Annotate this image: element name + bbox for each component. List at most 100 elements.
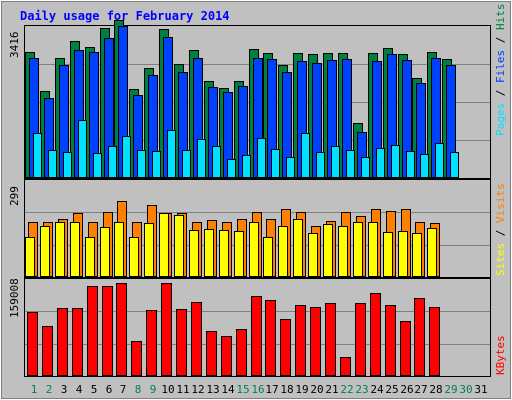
bar-pages-day-12: [197, 139, 206, 178]
bar-sites-day-25: [383, 232, 393, 277]
bar-kbytes-day-19: [295, 305, 306, 376]
bar-pages-day-26: [406, 151, 415, 178]
bar-kbytes-day-18: [280, 319, 291, 376]
x-axis-day-labels: 1 2 3 4 5 6 7 8 9 10 11 12 13 14 15 16 17 18 19 20 21 22 23 24 2…: [31, 383, 488, 396]
bar-sites-day-8: [129, 237, 139, 277]
bar-sites-day-26: [398, 231, 408, 277]
bar-pages-day-8: [137, 150, 146, 178]
bar-kbytes-day-7: [116, 283, 127, 376]
legend-sep-1: /: [494, 83, 507, 103]
bar-sites-day-27: [412, 233, 422, 277]
x-tick-label-day-6: 6: [106, 383, 113, 396]
x-tick-label-day-26: 26: [400, 383, 413, 396]
bar-pages-day-18: [286, 157, 295, 178]
legend-sites: Sites: [494, 243, 507, 276]
bar-kbytes-day-20: [310, 307, 321, 376]
bar-pages-day-15: [242, 155, 251, 178]
bar-pages-day-3: [63, 152, 72, 178]
bar-pages-day-25: [391, 145, 400, 178]
bar-sites-day-22: [338, 226, 348, 277]
bar-kbytes-day-3: [57, 308, 68, 376]
bar-sites-day-14: [219, 230, 229, 277]
bar-pages-day-13: [212, 146, 221, 178]
legend-hits: Hits: [494, 4, 507, 31]
bar-kbytes-day-11: [176, 309, 187, 376]
bar-kbytes-day-15: [236, 329, 247, 376]
bar-sites-day-1: [25, 237, 35, 277]
bar-pages-day-7: [122, 136, 131, 178]
x-tick-label-day-28: 28: [429, 383, 442, 396]
x-tick-label-day-2: 2: [46, 383, 53, 396]
bar-sites-day-7: [114, 222, 124, 277]
x-tick-label-day-7: 7: [120, 383, 127, 396]
x-tick-label-day-30: 30: [459, 383, 472, 396]
bar-sites-day-6: [100, 227, 110, 277]
bar-pages-day-1: [33, 133, 42, 178]
bar-sites-day-5: [85, 237, 95, 277]
x-tick-label-day-5: 5: [91, 383, 98, 396]
chart-bars: [25, 20, 459, 376]
bar-pages-day-10: [167, 130, 176, 178]
x-tick-label-day-9: 9: [150, 383, 157, 396]
x-tick-label-day-4: 4: [76, 383, 83, 396]
bar-kbytes-day-13: [206, 331, 217, 376]
x-tick-label-day-10: 10: [161, 383, 174, 396]
x-tick-label-day-12: 12: [191, 383, 204, 396]
bar-pages-day-6: [108, 146, 117, 178]
x-tick-label-day-14: 14: [221, 383, 235, 396]
bar-kbytes-day-12: [191, 302, 202, 376]
bar-kbytes-day-23: [355, 303, 366, 376]
bottom-ymax-label: 159008: [8, 278, 21, 318]
x-tick-label-day-25: 25: [385, 383, 398, 396]
bar-kbytes-day-22: [340, 357, 351, 376]
legend-sep-2: /: [494, 30, 507, 50]
legend-sites-visits: Sites / Visits: [494, 183, 507, 276]
bar-sites-day-17: [263, 237, 273, 277]
bar-kbytes-day-5: [87, 286, 98, 376]
x-tick-label-day-19: 19: [295, 383, 308, 396]
bar-kbytes-day-26: [400, 321, 411, 376]
x-tick-label-day-18: 18: [280, 383, 293, 396]
x-tick-label-day-16: 16: [251, 383, 264, 396]
bar-sites-day-28: [427, 228, 437, 277]
chart-title: Daily usage for February 2014: [20, 9, 230, 23]
bar-kbytes-day-14: [221, 336, 232, 376]
bar-kbytes-day-10: [161, 283, 172, 376]
bar-kbytes-day-4: [72, 308, 83, 376]
bar-pages-day-29: [450, 152, 459, 178]
x-tick-label-day-17: 17: [265, 383, 278, 396]
bar-sites-day-13: [204, 229, 214, 277]
bar-pages-day-23: [361, 157, 370, 178]
bar-kbytes-day-1: [27, 312, 38, 376]
bar-pages-day-28: [435, 143, 444, 178]
bar-pages-day-16: [257, 138, 266, 178]
bar-pages-day-27: [420, 154, 429, 178]
bar-sites-day-12: [189, 230, 199, 277]
bar-pages-day-22: [346, 150, 355, 178]
bar-kbytes-day-21: [325, 303, 336, 376]
bar-sites-day-24: [368, 222, 378, 277]
x-tick-label-day-13: 13: [206, 383, 219, 396]
x-tick-label-day-21: 21: [325, 383, 338, 396]
bar-sites-day-15: [234, 231, 244, 277]
bar-pages-day-19: [301, 133, 310, 178]
legend-visits: Visits: [494, 183, 507, 223]
legend-pages: Pages: [494, 103, 507, 136]
legend-kbytes: KBytes: [494, 335, 507, 375]
bar-sites-day-10: [159, 213, 169, 277]
bar-pages-day-9: [152, 151, 161, 178]
x-tick-label-day-8: 8: [135, 383, 142, 396]
legend-pages-files-hits: Pages / Files / Hits: [494, 4, 507, 137]
bar-sites-day-3: [55, 222, 65, 277]
bar-sites-day-18: [278, 226, 288, 277]
bar-sites-day-2: [40, 226, 50, 277]
bar-kbytes-day-28: [429, 307, 440, 376]
bar-sites-day-16: [249, 222, 259, 277]
bar-kbytes-day-25: [385, 305, 396, 376]
x-tick-label-day-3: 3: [61, 383, 68, 396]
x-tick-label-day-27: 27: [414, 383, 427, 396]
x-tick-label-day-20: 20: [310, 383, 323, 396]
bar-kbytes-day-27: [414, 298, 425, 376]
